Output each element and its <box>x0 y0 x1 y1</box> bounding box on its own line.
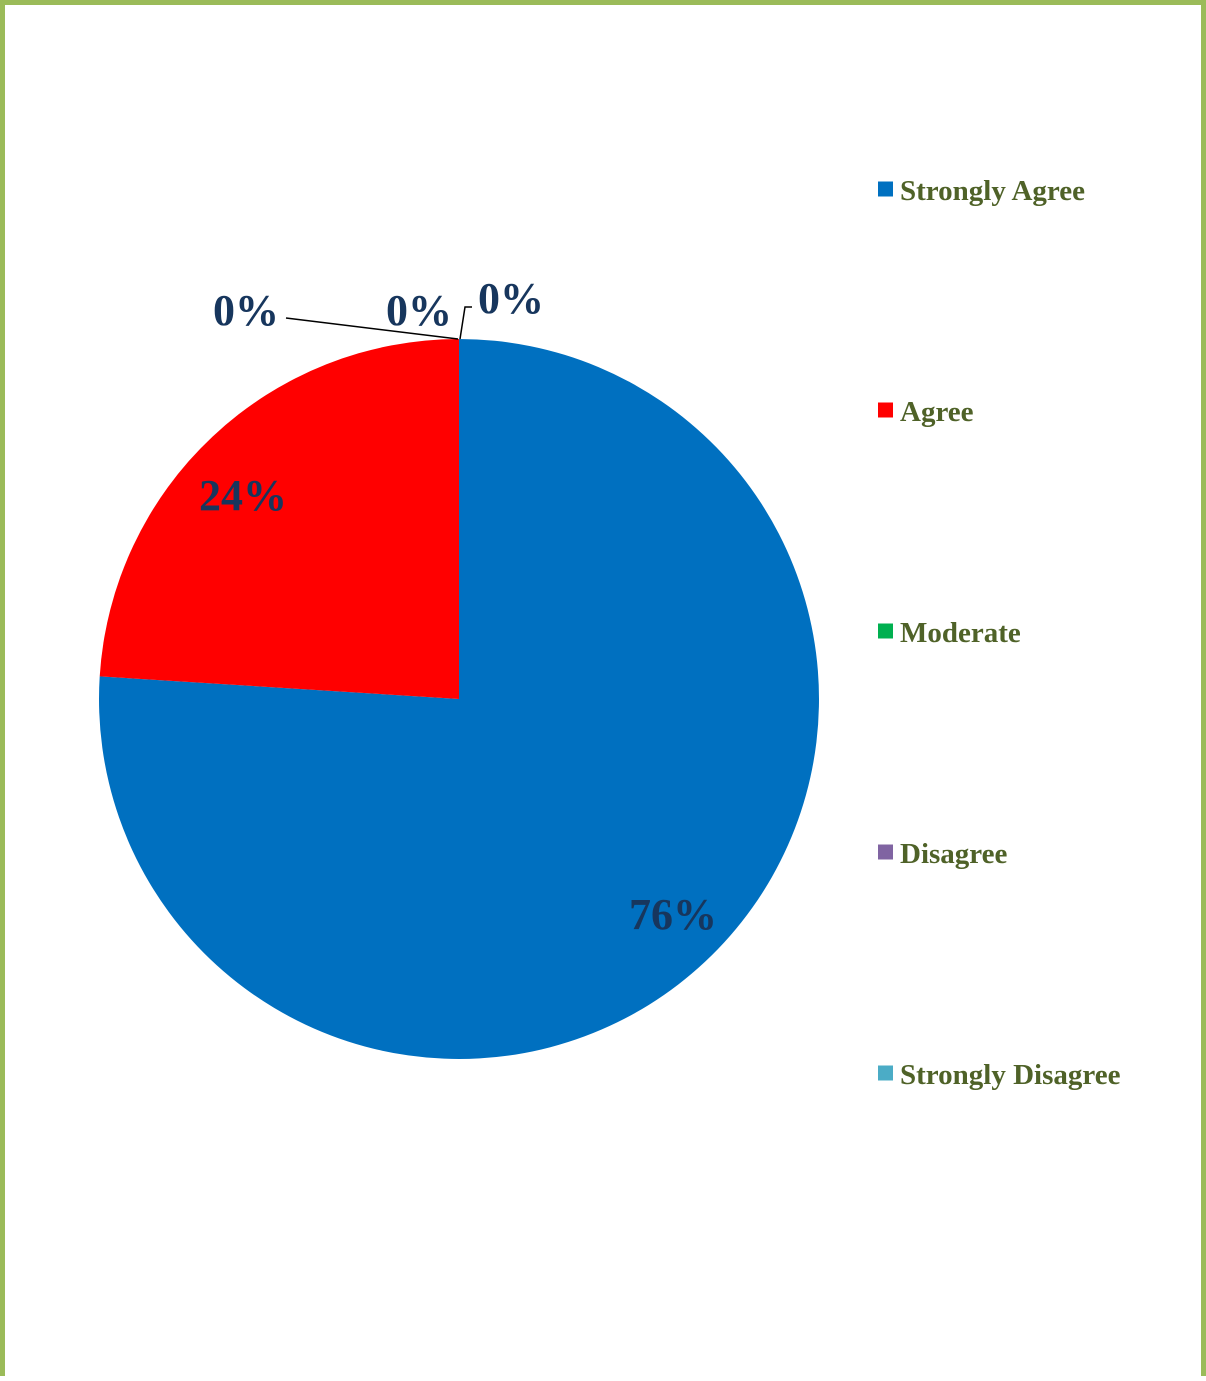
data-label-disagree: 0% <box>386 286 452 335</box>
pie-chart: 76% 24% 0% 0% 0% Strongly Agree Agree Moderate… <box>98 175 1121 1091</box>
data-label-strongly-agree: 76% <box>629 890 717 939</box>
legend-label-moderate: Moderate <box>900 617 1021 649</box>
legend: Strongly Agree Agree Moderate Disagree Stron… <box>878 175 1121 1091</box>
legend-swatch-agree <box>878 402 893 418</box>
legend-swatch-strongly-agree <box>878 181 893 197</box>
legend-label-strongly-disagree: Strongly Disagree <box>900 1059 1121 1091</box>
slice-labels: 76% 24% 0% 0% 0% <box>199 274 717 939</box>
legend-label-strongly-agree: Strongly Agree <box>900 175 1085 207</box>
legend-label-agree: Agree <box>900 396 974 428</box>
legend-swatch-disagree <box>878 844 893 860</box>
data-label-moderate: 0% <box>478 274 544 323</box>
leader-line-strongly-disagree <box>285 317 459 340</box>
pie-slice-agree <box>99 339 459 699</box>
legend-label-disagree: Disagree <box>900 838 1008 870</box>
leader-line-moderate <box>459 306 472 340</box>
data-label-agree: 24% <box>199 471 287 520</box>
label-leader-lines <box>285 306 472 340</box>
data-label-strongly-disagree: 0% <box>213 286 279 335</box>
legend-swatch-strongly-disagree <box>878 1065 893 1081</box>
pie-slices <box>98 339 820 1059</box>
legend-swatch-moderate <box>878 623 893 639</box>
